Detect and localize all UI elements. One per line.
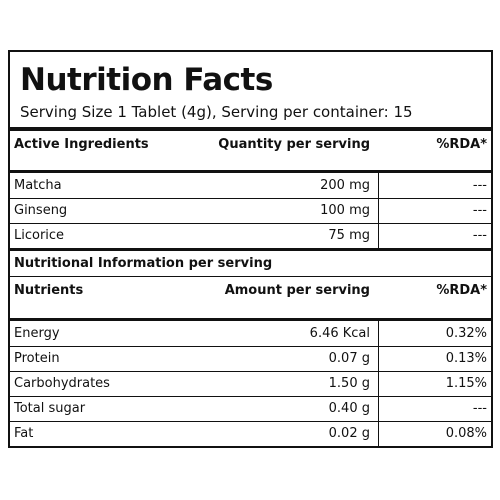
divider bbox=[8, 198, 493, 199]
divider bbox=[8, 371, 493, 372]
table-cell: 1.15% bbox=[445, 376, 487, 391]
column-header: Quantity per serving bbox=[218, 137, 370, 152]
table-cell: Energy bbox=[14, 326, 60, 341]
table-cell: Fat bbox=[14, 426, 34, 441]
column-header: %RDA* bbox=[436, 283, 487, 298]
table-cell: --- bbox=[472, 401, 487, 416]
table-cell: 75 mg bbox=[328, 228, 370, 243]
column-header: %RDA* bbox=[436, 137, 487, 152]
table-cell: Protein bbox=[14, 351, 60, 366]
divider bbox=[8, 396, 493, 397]
table-cell: Licorice bbox=[14, 228, 65, 243]
divider bbox=[8, 170, 493, 173]
table-cell: 0.08% bbox=[445, 426, 487, 441]
table-cell: 200 mg bbox=[320, 178, 370, 193]
column-header: Amount per serving bbox=[224, 283, 370, 298]
table-cell: --- bbox=[472, 228, 487, 243]
column-divider bbox=[378, 173, 379, 248]
table-cell: --- bbox=[472, 203, 487, 218]
section-title: Nutritional Information per serving bbox=[14, 255, 273, 271]
divider bbox=[8, 318, 493, 321]
table-cell: 0.40 g bbox=[328, 401, 370, 416]
divider bbox=[8, 346, 493, 347]
table-cell: 0.02 g bbox=[328, 426, 370, 441]
column-divider bbox=[378, 321, 379, 446]
table-cell: 0.32% bbox=[445, 326, 487, 341]
table-cell: 100 mg bbox=[320, 203, 370, 218]
column-header: Nutrients bbox=[14, 283, 84, 298]
title: Nutrition Facts bbox=[20, 62, 273, 98]
divider bbox=[8, 223, 493, 224]
table-cell: Total sugar bbox=[14, 401, 86, 416]
table-cell: 0.13% bbox=[445, 351, 487, 366]
table-cell: --- bbox=[472, 178, 487, 193]
table-cell: 1.50 g bbox=[328, 376, 370, 391]
divider bbox=[8, 248, 493, 251]
divider bbox=[8, 276, 493, 277]
divider bbox=[8, 421, 493, 422]
serving-info: Serving Size 1 Tablet (4g), Serving per … bbox=[20, 103, 413, 121]
table-cell: Carbohydrates bbox=[14, 376, 110, 391]
divider bbox=[8, 127, 493, 131]
table-cell: 0.07 g bbox=[328, 351, 370, 366]
table-cell: Matcha bbox=[14, 178, 62, 193]
table-cell: 6.46 Kcal bbox=[309, 326, 370, 341]
column-header: Active Ingredients bbox=[14, 137, 149, 152]
table-cell: Ginseng bbox=[14, 203, 68, 218]
